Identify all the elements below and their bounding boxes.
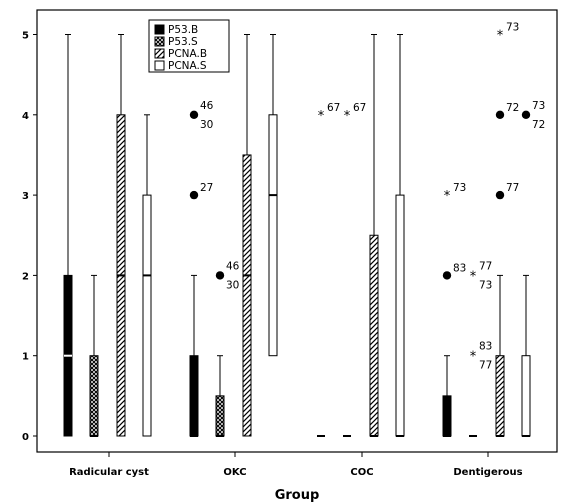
outlier-circle-okc-p53-b-0 — [189, 110, 199, 120]
outlier-label-dentigerous-p53-s-7-1: 73 — [479, 279, 492, 291]
outlier-star-dentigerous-p53-s-8: * — [470, 350, 477, 365]
outlier-label-dentigerous-p53-b-6-0: 83 — [453, 262, 466, 274]
outlier-star-dentigerous-p53-b-5: * — [444, 189, 451, 204]
outlier-label-coc-p53-b-3-0: 67 — [327, 102, 340, 114]
box-dentigerous-pcna-b — [495, 274, 505, 437]
y-tick-label-4: 4 — [22, 111, 29, 122]
outlier-circle-okc-p53-s-2 — [215, 271, 225, 280]
legend-label-p53s: P53.S — [168, 36, 198, 48]
outlier-label-dentigerous-pcna-b-9-0: 73 — [506, 22, 519, 34]
outlier-label-dentigerous-p53-s-8-0: 83 — [479, 341, 492, 353]
y-tick-label-5: 5 — [22, 31, 29, 42]
x-tick-label-coc: COC — [350, 467, 373, 478]
y-tick-label-0: 0 — [22, 432, 29, 443]
box-body-radicular-cyst-p53-s — [89, 355, 99, 437]
outlier-star-coc-p53-b-3: * — [318, 109, 325, 124]
box-dentigerous-p53-b — [442, 355, 452, 437]
outlier-circle-dentigerous-pcna-b-10 — [495, 110, 505, 120]
legend-swatch-p53b — [154, 24, 165, 35]
x-tick-label-radicular-cyst: Radicular cyst — [69, 467, 149, 478]
x-axis-title: Group — [275, 488, 320, 503]
y-axis: 0 1 2 3 4 5 — [22, 31, 37, 443]
legend-label-pcnas: PCNA.S — [168, 60, 207, 72]
outlier-label-dentigerous-p53-s-7-0: 77 — [479, 260, 492, 272]
outlier-star-coc-p53-s-4: * — [344, 109, 351, 124]
outlier-star-dentigerous-p53-s-7: * — [470, 269, 477, 284]
outlier-label-coc-p53-s-4-0: 67 — [353, 102, 366, 114]
plot-frame — [36, 9, 558, 453]
x-tick-label-okc: OKC — [223, 467, 246, 478]
box-body-coc-pcna-s — [395, 194, 405, 437]
outlier-label-dentigerous-p53-s-8-1: 77 — [479, 360, 492, 372]
outlier-label-dentigerous-pcna-b-10-0: 72 — [506, 102, 519, 114]
box-radicular-cyst-p53-s — [89, 274, 99, 437]
box-okc-pcna-b — [242, 34, 252, 437]
outlier-circle-dentigerous-pcna-b-11 — [495, 190, 505, 200]
legend-label-p53b: P53.B — [168, 24, 198, 36]
legend-swatch-pcnab — [154, 48, 165, 59]
box-radicular-cyst-pcna-s — [142, 114, 152, 437]
y-tick-label-3: 3 — [22, 191, 29, 202]
box-coc-pcna-s — [395, 34, 405, 437]
outlier-label-okc-p53-b-0-1: 30 — [200, 119, 213, 131]
x-axis: Radicular cyst OKC COC Dentigerous — [69, 452, 523, 478]
outlier-label-dentigerous-pcna-b-11-0: 77 — [506, 182, 519, 194]
y-tick-label-1: 1 — [22, 352, 29, 363]
outlier-label-dentigerous-pcna-s-12-1: 72 — [532, 119, 545, 131]
outlier-circle-dentigerous-p53-b-6 — [442, 271, 452, 280]
legend-label-pcnab: PCNA.B — [168, 48, 207, 60]
outlier-label-okc-p53-s-2-1: 30 — [226, 279, 239, 291]
outlier-label-dentigerous-p53-b-5-0: 73 — [453, 182, 466, 194]
box-coc-pcna-b — [369, 34, 379, 437]
box-okc-p53-b — [189, 274, 199, 437]
outlier-label-dentigerous-pcna-s-12-0: 73 — [532, 100, 545, 112]
boxes — [63, 34, 531, 437]
box-okc-pcna-s — [268, 34, 278, 357]
box-body-radicular-cyst-pcna-s — [142, 194, 152, 437]
box-okc-p53-s — [215, 355, 225, 437]
legend-swatch-pcnas — [154, 60, 165, 71]
box-dentigerous-pcna-s — [521, 274, 531, 437]
outlier-circle-okc-p53-b-1 — [189, 190, 199, 200]
box-body-dentigerous-p53-b — [442, 395, 452, 437]
y-tick-label-2: 2 — [22, 271, 29, 282]
box-body-okc-p53-s — [215, 395, 225, 437]
box-body-dentigerous-pcna-b — [495, 355, 505, 437]
box-body-coc-pcna-b — [369, 234, 379, 437]
outlier-circle-dentigerous-pcna-s-12 — [521, 110, 531, 120]
outlier-label-okc-p53-b-0-0: 46 — [200, 100, 214, 112]
box-radicular-cyst-pcna-b — [116, 34, 126, 437]
outlier-label-okc-p53-s-2-0: 46 — [226, 260, 240, 272]
box-body-dentigerous-pcna-s — [521, 355, 531, 437]
legend: P53.B P53.S PCNA.B PCNA.S — [148, 19, 230, 73]
x-tick-label-dentigerous: Dentigerous — [453, 467, 522, 478]
box-radicular-cyst-p53-b — [63, 34, 73, 437]
box-body-okc-pcna-b — [242, 154, 252, 437]
legend-swatch-p53s — [154, 36, 165, 47]
outlier-star-dentigerous-pcna-b-9: * — [497, 29, 504, 44]
box-body-okc-p53-b — [189, 355, 199, 437]
box-body-okc-pcna-s — [268, 114, 278, 357]
outlier-label-okc-p53-b-1-0: 27 — [200, 182, 213, 194]
outliers: 4630274630*67*67*7383*7773*8377*73727773… — [189, 22, 545, 372]
